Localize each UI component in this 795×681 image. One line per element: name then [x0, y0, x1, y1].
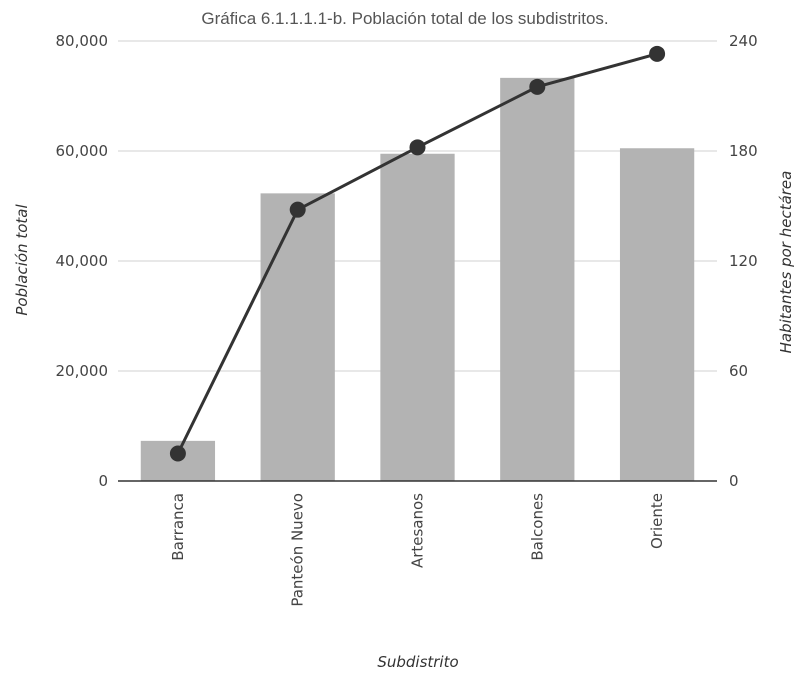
bar — [500, 77, 575, 481]
y2-tick-label: 120 — [729, 252, 758, 270]
line-point — [649, 45, 666, 62]
bar — [260, 193, 335, 481]
y-tick-label: 60,000 — [56, 142, 109, 160]
y2-axis-title: Habitantes por hectárea — [777, 171, 795, 354]
y-axis-title: Población total — [13, 204, 31, 316]
x-tick-label: Barranca — [169, 493, 187, 561]
x-tick-label: Balcones — [528, 493, 546, 561]
line-point — [289, 201, 306, 218]
left-axis-ticks: 0 20,000 40,000 60,000 80,000 — [56, 32, 109, 490]
line-point — [409, 139, 426, 156]
line-point — [169, 445, 186, 462]
x-tick-label: Panteón Nuevo — [289, 493, 307, 607]
chart-title: Gráfica 6.1.1.1.1-b. Población total de … — [201, 9, 608, 28]
x-axis-title: Subdistrito — [377, 653, 458, 671]
y2-tick-label: 0 — [729, 472, 739, 490]
line-series — [169, 45, 666, 462]
x-axis-ticks: Barranca Panteón Nuevo Artesanos Balcones Or… — [169, 493, 666, 607]
line-point — [529, 78, 546, 95]
bar — [380, 153, 455, 481]
right-axis-ticks: 0 60 120 180 240 — [729, 32, 758, 490]
y-tick-label: 40,000 — [56, 252, 109, 270]
y2-tick-label: 60 — [729, 362, 748, 380]
bar-series — [140, 77, 695, 481]
y2-tick-label: 240 — [729, 32, 758, 50]
y-tick-label: 20,000 — [56, 362, 109, 380]
x-tick-label: Oriente — [648, 493, 666, 549]
y2-tick-label: 180 — [729, 142, 758, 160]
y-tick-label: 0 — [98, 472, 108, 490]
x-tick-label: Artesanos — [409, 493, 427, 568]
y-tick-label: 80,000 — [56, 32, 109, 50]
bar — [619, 148, 695, 481]
